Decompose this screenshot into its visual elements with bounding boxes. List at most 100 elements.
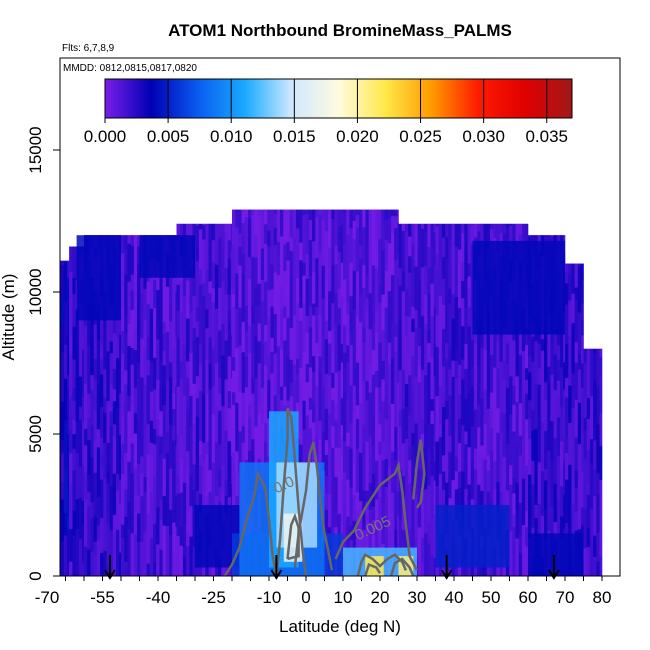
field-cell	[192, 327, 197, 341]
field-cell	[496, 367, 500, 409]
field-cell	[109, 384, 114, 412]
field-cell	[505, 223, 510, 228]
field-cell	[315, 257, 319, 281]
field-cell	[286, 241, 290, 261]
field-cell	[427, 246, 431, 268]
field-cell	[175, 433, 177, 446]
colorbar-tick-label: 0.015	[273, 127, 316, 146]
field-cell	[534, 504, 538, 519]
field-cell	[518, 454, 523, 503]
field-cell	[146, 496, 151, 514]
field-cell	[324, 280, 329, 321]
field-cell	[119, 434, 122, 480]
field-cell	[328, 493, 332, 528]
field-cell	[477, 223, 481, 232]
field-cell	[276, 316, 281, 334]
field-cell	[512, 526, 516, 565]
field-cell	[581, 472, 584, 508]
field-cell	[72, 387, 76, 401]
field-cell	[211, 462, 216, 511]
field-cell	[583, 417, 588, 430]
field-cell	[328, 247, 332, 292]
field-cell	[159, 410, 163, 437]
field-cell	[489, 450, 494, 501]
field-cell	[305, 332, 310, 365]
field-cell	[574, 362, 579, 400]
field-cell	[371, 209, 376, 222]
field-cell	[264, 223, 268, 244]
field-cell	[54, 486, 58, 501]
field-cell	[397, 515, 399, 552]
field-cell	[218, 469, 222, 488]
field-cell	[414, 423, 419, 467]
field-cell	[528, 524, 532, 539]
field-cell	[537, 368, 542, 385]
field-cell	[581, 363, 584, 388]
field-cell	[441, 278, 446, 306]
field-cell	[381, 360, 385, 380]
field-cell	[260, 387, 265, 425]
field-cell	[387, 327, 392, 343]
field-cell	[515, 223, 520, 242]
field-cell	[427, 267, 431, 295]
field-cell	[454, 246, 459, 298]
field-cell	[153, 408, 157, 430]
field-cell	[574, 299, 579, 343]
field-cell	[378, 342, 382, 388]
field-cell	[448, 288, 452, 304]
field-cell	[349, 330, 353, 346]
field-cell	[241, 392, 246, 427]
field-cell	[404, 223, 409, 233]
field-cell	[103, 412, 107, 443]
field-cell	[60, 482, 62, 511]
field-cell	[192, 295, 197, 313]
field-cell	[251, 323, 255, 353]
field-cell	[359, 500, 363, 551]
field-cell	[525, 393, 529, 420]
field-cell	[232, 391, 236, 405]
field-cell	[179, 390, 184, 436]
field-cell	[230, 378, 233, 430]
field-cell	[362, 529, 366, 554]
field-cell	[381, 294, 385, 331]
field-cell	[90, 425, 94, 458]
field-cell	[87, 393, 91, 419]
field-cell	[109, 451, 114, 486]
field-cell	[182, 482, 187, 523]
field-cell	[214, 223, 219, 265]
field-cell	[302, 400, 306, 430]
field-cell	[571, 373, 575, 409]
field-cell	[283, 244, 287, 271]
field-cell	[119, 552, 122, 576]
field-cell	[172, 408, 176, 427]
field-cell	[162, 321, 167, 334]
field-cell	[493, 223, 497, 239]
field-cell	[165, 525, 170, 576]
field-cell	[109, 305, 114, 342]
field-cell	[60, 397, 62, 427]
field-cell	[451, 294, 456, 319]
field-cell	[583, 348, 588, 364]
field-cell	[565, 479, 569, 523]
plot-frame	[59, 57, 621, 577]
field-cell	[384, 307, 389, 338]
field-cell	[124, 516, 128, 562]
field-cell	[346, 432, 350, 447]
field-cell	[189, 505, 193, 537]
field-cell	[461, 260, 465, 282]
field-cell	[312, 371, 316, 404]
field-cell	[162, 495, 167, 526]
field-cell	[502, 413, 507, 458]
field-cell	[140, 292, 144, 339]
field-cell	[230, 286, 233, 318]
field-cell	[146, 303, 151, 338]
field-cell	[352, 308, 357, 354]
x-tick-label: 70	[556, 588, 575, 607]
field-cell	[75, 452, 80, 500]
field-cell	[78, 419, 83, 467]
field-cell	[156, 379, 160, 419]
field-cell	[214, 406, 219, 443]
field-cell	[224, 223, 229, 234]
field-cell	[531, 336, 535, 362]
field-cell	[509, 530, 513, 576]
